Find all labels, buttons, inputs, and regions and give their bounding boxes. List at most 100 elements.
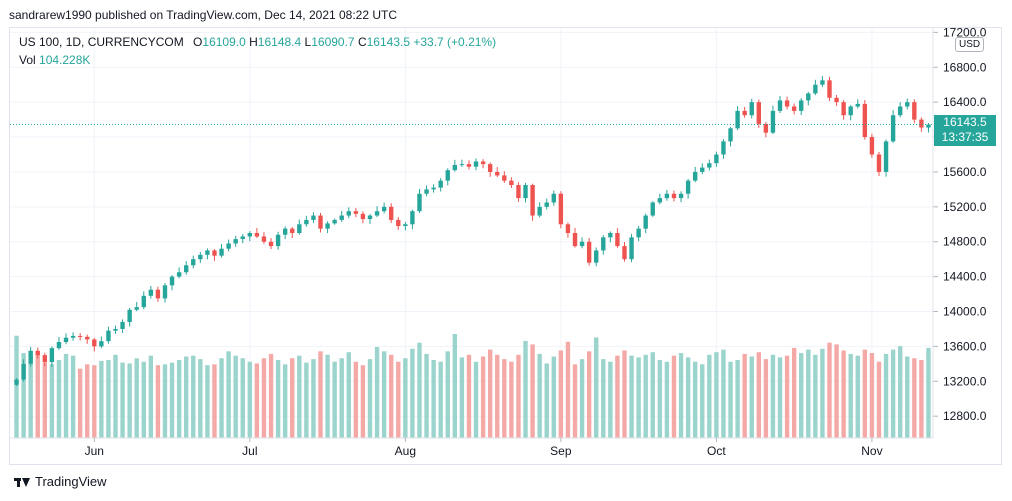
volume-bar — [636, 357, 641, 438]
volume-bar — [685, 357, 691, 438]
candle-body — [318, 215, 323, 229]
candle-body — [233, 239, 238, 244]
volume-bars — [14, 334, 931, 438]
candle-body — [728, 128, 733, 142]
volume-bar — [389, 354, 394, 438]
volume-bar — [424, 353, 429, 438]
candle-body — [14, 379, 19, 385]
volume-bar — [678, 353, 684, 438]
candle-body — [212, 250, 217, 256]
volume-bar — [169, 362, 175, 438]
volume-bar — [332, 361, 337, 438]
volume-bar — [21, 353, 26, 438]
last-price-tag: 16143.5 13:37:35 — [934, 115, 996, 146]
candle-body — [247, 233, 253, 237]
volume-bar — [509, 361, 514, 438]
y-tick-label: 14800.0 — [943, 235, 987, 249]
volume-bar — [579, 359, 585, 438]
volume-bar — [537, 353, 542, 438]
candle-body — [396, 219, 401, 227]
volume-bar — [480, 356, 486, 438]
candle-body — [120, 321, 125, 329]
candle-body — [219, 248, 224, 256]
volume-label: Vol — [19, 53, 36, 67]
candle-body — [791, 106, 797, 111]
candle-body — [353, 211, 359, 214]
volume-bar — [841, 350, 846, 438]
y-tick-label: 15200.0 — [943, 200, 987, 214]
volume-bar — [311, 359, 316, 438]
candle-body — [21, 363, 26, 380]
volume-legend: Vol 104.228K — [19, 53, 90, 67]
candle-body — [360, 213, 366, 220]
time-axis: JunJulAugSepOctNovDec — [85, 438, 883, 458]
volume-bar — [473, 361, 479, 438]
candle-body — [883, 141, 889, 172]
candle-body — [544, 202, 549, 207]
volume-bar — [226, 351, 231, 438]
candle-body — [275, 234, 281, 247]
volume-bar — [63, 353, 69, 438]
volume-value: 104.228K — [39, 53, 91, 67]
volume-bar — [530, 344, 535, 438]
volume-bar — [360, 365, 366, 438]
volume-bar — [806, 349, 811, 438]
volume-bar — [721, 349, 726, 438]
footer[interactable]: TradingView — [14, 474, 107, 489]
volume-bar — [643, 354, 648, 438]
candle-body — [417, 193, 422, 212]
volume-bar — [346, 352, 351, 438]
candle-body — [799, 100, 804, 111]
volume-bar — [77, 368, 83, 438]
volume-bar — [282, 364, 288, 438]
volume-bar — [325, 354, 330, 438]
volume-bar — [176, 360, 182, 438]
y-tick-label: 13600.0 — [943, 339, 987, 353]
volume-bar — [297, 355, 302, 438]
volume-bar — [459, 357, 465, 438]
candle-body — [692, 171, 698, 181]
bar-countdown: 13:37:35 — [941, 130, 989, 144]
volume-bar — [35, 354, 40, 438]
candle-body — [707, 163, 712, 168]
candle-body — [615, 233, 620, 247]
candle-body — [70, 335, 76, 338]
chart-frame[interactable] — [9, 27, 1002, 465]
volume-bar — [290, 358, 295, 438]
candle-body — [445, 170, 450, 181]
volume-bar — [629, 355, 634, 438]
volume-bar — [14, 335, 19, 438]
volume-bar — [85, 364, 90, 438]
candle-body — [530, 185, 535, 216]
tradingview-logo-icon — [14, 476, 30, 488]
volume-bar — [56, 360, 62, 438]
volume-bar — [445, 351, 450, 438]
open-value: 16109.0 — [202, 35, 246, 49]
candle-body — [629, 237, 634, 260]
y-tick-label: 17200.0 — [943, 25, 987, 39]
currency-badge[interactable]: USD — [955, 37, 985, 52]
volume-bar — [714, 352, 719, 438]
volume-bar — [127, 363, 132, 438]
candle-body — [106, 330, 111, 342]
candle-body — [268, 241, 274, 247]
candle-body — [636, 228, 641, 238]
volume-bar — [113, 354, 118, 438]
candle-body — [254, 233, 260, 237]
volume-bar — [770, 354, 776, 438]
symbol-label[interactable]: US 100, 1D, CURRENCYCOM — [19, 35, 184, 49]
volume-bar — [275, 360, 281, 438]
candle-body — [685, 180, 691, 194]
candle-body — [339, 215, 344, 220]
candle-body — [572, 233, 578, 247]
candle-body — [198, 254, 203, 260]
close-label: C — [357, 35, 367, 49]
candle-body — [537, 206, 542, 216]
candle-body — [714, 154, 719, 164]
candle-body — [49, 348, 55, 363]
candle-body — [438, 180, 443, 188]
volume-bar — [897, 346, 903, 438]
volume-bar — [99, 360, 104, 438]
candle-body — [763, 123, 769, 133]
